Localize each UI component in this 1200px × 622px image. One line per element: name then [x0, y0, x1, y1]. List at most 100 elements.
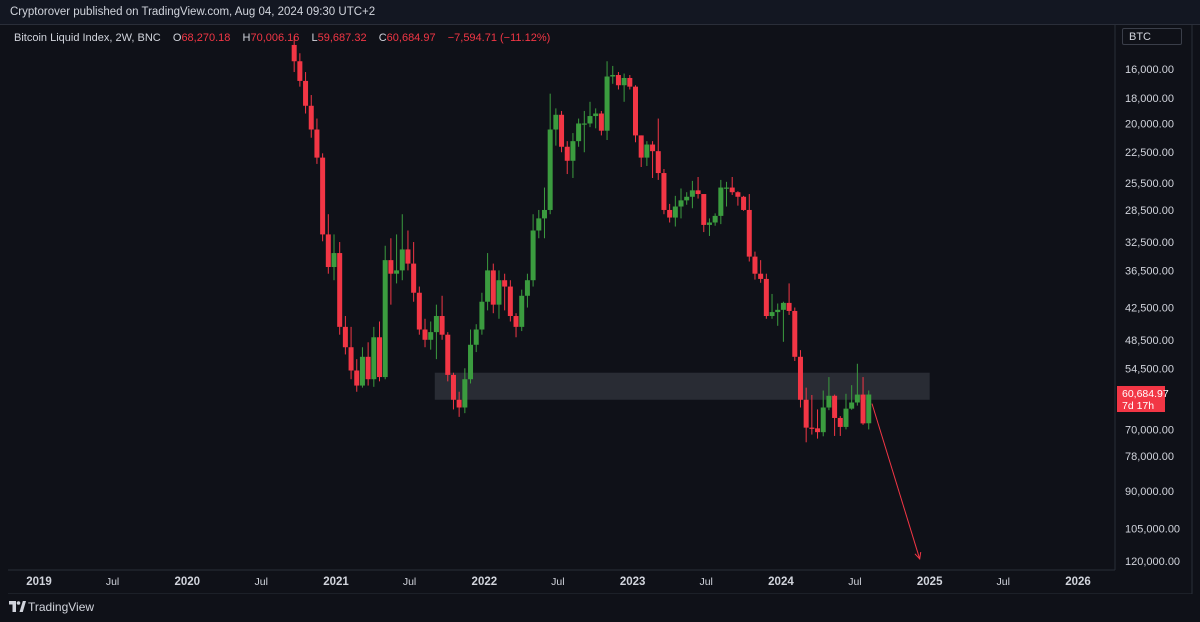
close-label: C [378, 32, 387, 44]
candle-body [650, 144, 656, 152]
candle [587, 101, 593, 128]
candle-body [684, 196, 690, 201]
candle [644, 141, 650, 166]
candle [394, 234, 400, 284]
candle-body [638, 135, 644, 158]
high-label: H [242, 32, 251, 44]
candle-body [843, 408, 849, 427]
x-tick-label: 2021 [323, 576, 349, 588]
candle-body [837, 417, 843, 427]
candle-body [399, 249, 405, 271]
candle-body [826, 395, 832, 408]
candle-body [860, 394, 866, 424]
candle-body [809, 427, 815, 429]
change-value: −7,594.71 (−11.12%) [447, 32, 551, 44]
candle [809, 394, 815, 435]
candle [593, 108, 599, 129]
candle-body [354, 370, 360, 386]
candle [388, 238, 394, 305]
candle-body [849, 402, 855, 409]
candle [428, 321, 434, 350]
candle [479, 292, 485, 335]
candle-body [496, 280, 502, 305]
candle-body [689, 190, 695, 197]
candle [735, 191, 741, 206]
candle [359, 347, 365, 388]
candle-body [507, 286, 513, 317]
candle [763, 273, 769, 319]
candle-body [695, 190, 701, 195]
candle-body [775, 309, 781, 313]
candle-body [672, 206, 678, 218]
bar-countdown: 7d 17h [1122, 400, 1155, 412]
candle-body [297, 61, 303, 81]
y-tick-label: 78,000.00 [1125, 451, 1174, 463]
low-value: 59,687.32 [317, 32, 367, 44]
candle-body [394, 270, 400, 274]
candle [655, 118, 661, 180]
candle-body [462, 379, 468, 408]
candle [553, 108, 559, 146]
candle-body [473, 329, 479, 345]
candle [502, 273, 508, 311]
candle-body [735, 192, 741, 197]
candle [672, 195, 678, 227]
candle [524, 273, 530, 308]
candle-body [854, 394, 860, 403]
open-label: O [172, 32, 182, 44]
candle [832, 394, 838, 436]
candle [308, 95, 314, 138]
y-tick-label: 28,500.00 [1125, 205, 1174, 217]
candle [490, 263, 496, 314]
candle-body [439, 316, 445, 335]
y-tick-label: 90,000.00 [1125, 486, 1174, 498]
candle [331, 234, 337, 281]
candle-body [445, 334, 451, 375]
projection-arrow-line [871, 403, 921, 560]
candle [536, 209, 542, 239]
candle [650, 141, 656, 178]
candle-body [752, 256, 758, 274]
candle [354, 359, 360, 392]
x-tick-label: 2025 [917, 576, 943, 588]
candle [621, 73, 627, 102]
candle [439, 295, 445, 340]
candle-body [530, 230, 536, 281]
x-tick-label: 2020 [175, 576, 201, 588]
candle-body [866, 394, 872, 424]
symbol-title[interactable]: Bitcoin Liquid Index, 2W, BNC [14, 32, 161, 44]
candle [684, 192, 690, 205]
candle [411, 242, 417, 302]
candle-body [797, 356, 803, 400]
support-zone[interactable] [434, 372, 930, 400]
candle-body [610, 75, 616, 77]
candle-body [729, 187, 735, 193]
candle-body [377, 337, 383, 378]
x-tick-label: Jul [848, 576, 861, 588]
candle [780, 301, 786, 342]
candle-body [741, 196, 747, 210]
top-bar: Cryptorover published on TradingView.com… [0, 0, 1200, 25]
candle [468, 329, 474, 384]
published-info: Cryptorover published on TradingView.com… [10, 6, 376, 18]
candle [724, 181, 730, 207]
candle-body [382, 260, 388, 378]
candle [513, 313, 519, 338]
currency-badge[interactable]: BTC [1122, 28, 1182, 45]
tradingview-brand[interactable]: TradingView [28, 600, 95, 614]
candle [507, 280, 513, 322]
candle [718, 179, 724, 225]
candle-body [587, 116, 593, 124]
candle [610, 65, 616, 84]
y-tick-label: 54,500.00 [1125, 363, 1174, 375]
candle-body [359, 356, 365, 386]
candle-body [792, 310, 798, 357]
candle [678, 188, 684, 219]
candle-body [291, 44, 297, 62]
candle-body [724, 187, 730, 189]
candle-body [433, 316, 439, 333]
candle-body [342, 326, 348, 348]
candle [752, 251, 758, 280]
candle [849, 385, 855, 410]
